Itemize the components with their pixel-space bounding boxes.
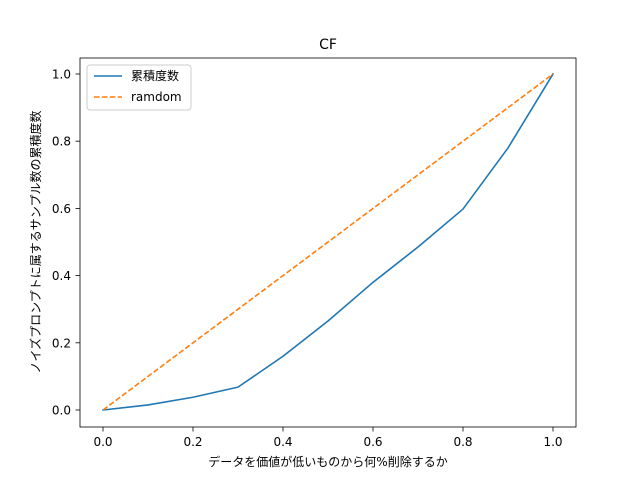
y-tick-label: 0.6 (52, 202, 71, 216)
x-tick-label: 0.8 (453, 435, 472, 449)
legend-label-cumulative: 累積度数 (131, 68, 179, 83)
chart-title: CF (319, 37, 337, 53)
legend: 累積度数 ramdom (86, 64, 192, 111)
x-axis-label: データを価値が低いものから何%削除するか (208, 454, 447, 469)
y-tick-label: 0.8 (52, 135, 71, 149)
x-tick-label: 0.0 (93, 435, 112, 449)
x-tick-label: 0.4 (273, 435, 292, 449)
series-line-cumulative (102, 72, 555, 411)
y-tick-label: 0.2 (52, 336, 71, 350)
y-tick-label: 0.4 (52, 269, 71, 283)
y-tick-label: 1.0 (52, 68, 71, 82)
x-tick-label: 1.0 (543, 435, 562, 449)
y-axis-label: ノイズプロンプトに属するサンプル数の累積度数 (28, 111, 43, 374)
series-line-random (102, 73, 554, 411)
x-tick-label: 0.2 (183, 435, 202, 449)
x-tick-label: 0.6 (363, 435, 382, 449)
legend-label-random: ramdom (131, 90, 182, 104)
y-tick-label: 0.0 (52, 404, 71, 418)
x-axis: 0.0 0.2 0.4 0.6 0.8 1.0 (93, 427, 563, 449)
plot-area (79, 57, 577, 428)
series-layer (102, 72, 555, 411)
y-axis: 0.0 0.2 0.4 0.6 0.8 1.0 (52, 68, 80, 418)
